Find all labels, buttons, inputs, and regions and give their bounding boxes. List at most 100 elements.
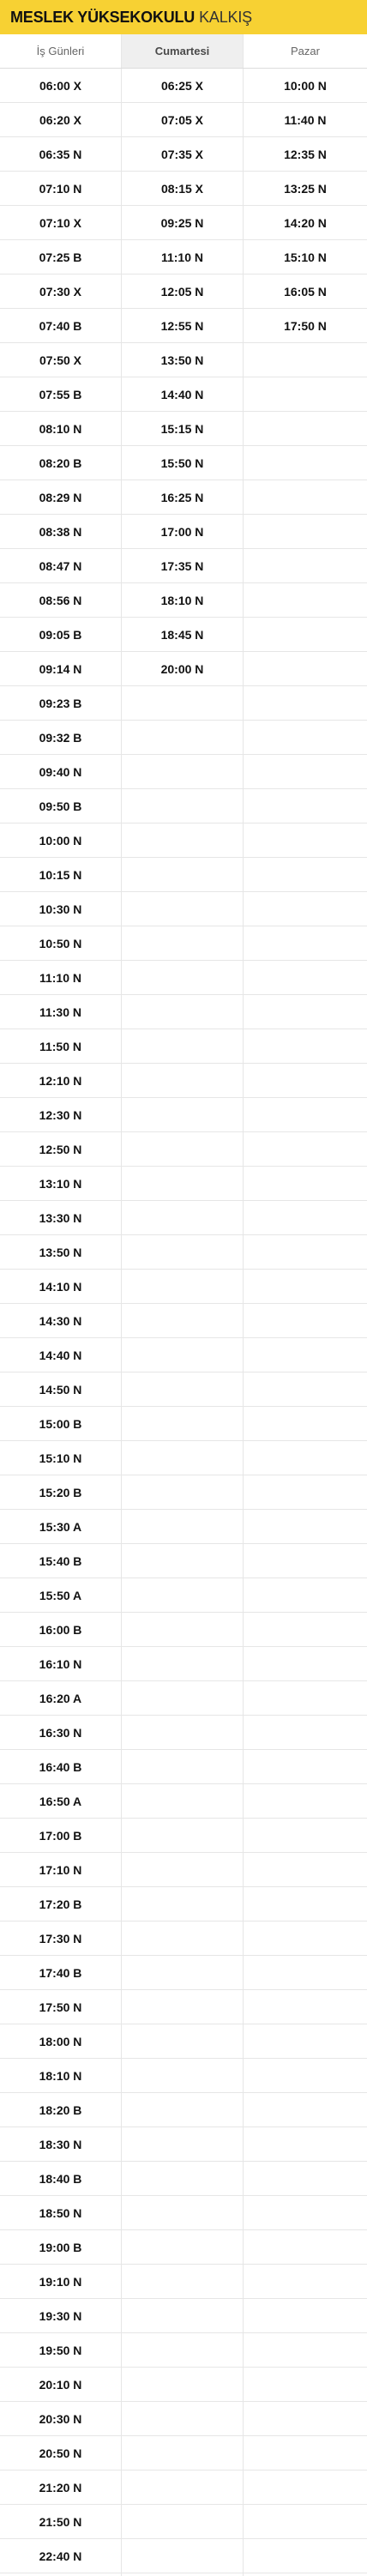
departure-time: 09:14 N	[0, 652, 121, 686]
departure-time: 17:50 N	[244, 309, 367, 343]
empty-cell	[244, 652, 367, 686]
empty-cell	[244, 2230, 367, 2265]
departure-time: 06:20 X	[0, 103, 121, 137]
departure-time: 20:50 N	[0, 2436, 121, 2470]
empty-cell	[122, 1578, 243, 1613]
departure-time: 07:50 X	[0, 343, 121, 377]
departure-time: 17:50 N	[0, 1990, 121, 2024]
departure-time: 18:10 N	[0, 2059, 121, 2093]
empty-cell	[244, 1304, 367, 1338]
departure-time: 14:10 N	[0, 1270, 121, 1304]
departure-time: 10:30 N	[0, 892, 121, 926]
empty-cell	[244, 2127, 367, 2162]
page-header: MESLEK YÜKSEKOKULU KALKIŞ	[0, 0, 367, 34]
departure-time: 11:10 N	[0, 961, 121, 995]
empty-cell	[122, 1990, 243, 2024]
departure-time: 10:00 N	[244, 69, 367, 103]
empty-cell	[244, 1029, 367, 1064]
empty-cell	[122, 1819, 243, 1853]
departure-time: 22:40 N	[0, 2539, 121, 2573]
empty-cell	[244, 1544, 367, 1578]
departure-time: 10:00 N	[0, 823, 121, 858]
departure-time: 14:50 N	[0, 1372, 121, 1407]
departure-time: 18:20 B	[0, 2093, 121, 2127]
empty-cell	[122, 1544, 243, 1578]
tab-saturday[interactable]: Cumartesi	[122, 34, 244, 68]
empty-cell	[122, 1167, 243, 1201]
empty-cell	[244, 1750, 367, 1784]
empty-cell	[244, 1716, 367, 1750]
departure-time: 07:35 X	[122, 137, 243, 172]
empty-cell	[244, 1338, 367, 1372]
departure-time: 15:10 N	[244, 240, 367, 274]
empty-cell	[122, 1235, 243, 1270]
empty-cell	[122, 1441, 243, 1475]
empty-cell	[244, 2368, 367, 2402]
empty-cell	[122, 1956, 243, 1990]
sunday-times: 10:00 N 11:40 N 12:35 N 13:25 N 14:20 N 15:10…	[244, 69, 367, 2576]
empty-cell	[244, 1098, 367, 1132]
departure-time: 13:30 N	[0, 1201, 121, 1235]
departure-time: 09:40 N	[0, 755, 121, 789]
empty-cell	[122, 823, 243, 858]
empty-cell	[122, 1132, 243, 1167]
empty-cell	[122, 1338, 243, 1372]
empty-cell	[122, 721, 243, 755]
empty-cell	[244, 1407, 367, 1441]
departure-time: 08:56 N	[0, 583, 121, 618]
tab-sunday[interactable]: Pazar	[291, 45, 320, 57]
empty-cell	[122, 2230, 243, 2265]
departure-time: 17:00 N	[122, 515, 243, 549]
departure-time: 15:30 A	[0, 1510, 121, 1544]
empty-cell	[122, 755, 243, 789]
departure-time: 13:10 N	[0, 1167, 121, 1201]
departure-time: 19:00 B	[0, 2230, 121, 2265]
empty-cell	[122, 1887, 243, 1921]
empty-cell	[244, 2539, 367, 2573]
departure-time: 17:40 B	[0, 1956, 121, 1990]
departure-time: 08:10 N	[0, 412, 121, 446]
empty-cell	[122, 2196, 243, 2230]
empty-cell	[244, 789, 367, 823]
departure-time: 08:15 X	[122, 172, 243, 206]
empty-cell	[244, 2333, 367, 2368]
departure-time: 08:20 B	[0, 446, 121, 480]
departure-time: 15:20 B	[0, 1475, 121, 1510]
empty-cell	[244, 2196, 367, 2230]
empty-cell	[122, 2299, 243, 2333]
tab-weekdays[interactable]: İş Günleri	[0, 34, 122, 68]
empty-cell	[244, 377, 367, 412]
departure-time: 13:50 N	[122, 343, 243, 377]
page-title: MESLEK YÜKSEKOKULU	[10, 8, 196, 26]
saturday-column: 06:25 X 07:05 X 07:35 X 08:15 X 09:25 N 11:10…	[122, 69, 244, 2576]
empty-cell	[122, 1201, 243, 1235]
departure-time: 07:25 B	[0, 240, 121, 274]
empty-cell	[244, 2162, 367, 2196]
empty-cell	[122, 1750, 243, 1784]
empty-cell	[122, 892, 243, 926]
empty-cell	[244, 1681, 367, 1716]
departure-time: 08:47 N	[0, 549, 121, 583]
empty-cell	[244, 480, 367, 515]
departure-time: 17:10 N	[0, 1853, 121, 1887]
empty-cell	[244, 1990, 367, 2024]
departure-time: 12:05 N	[122, 274, 243, 309]
empty-cell	[122, 1304, 243, 1338]
departure-time: 20:00 N	[122, 652, 243, 686]
empty-cell	[122, 1029, 243, 1064]
empty-cell	[244, 515, 367, 549]
empty-cell	[244, 583, 367, 618]
departure-time: 12:50 N	[0, 1132, 121, 1167]
departure-time: 16:10 N	[0, 1647, 121, 1681]
empty-cell	[122, 789, 243, 823]
empty-cell	[244, 755, 367, 789]
empty-cell	[122, 1681, 243, 1716]
departure-time: 16:20 A	[0, 1681, 121, 1716]
empty-cell	[122, 926, 243, 961]
departure-time: 14:40 N	[122, 377, 243, 412]
departure-time: 16:00 B	[0, 1613, 121, 1647]
departure-time: 09:25 N	[122, 206, 243, 240]
weekdays-column: 06:00 X 06:20 X 06:35 N 07:10 N 07:10 X 07:25…	[0, 69, 122, 2576]
empty-cell	[122, 1784, 243, 1819]
departure-time: 18:40 B	[0, 2162, 121, 2196]
